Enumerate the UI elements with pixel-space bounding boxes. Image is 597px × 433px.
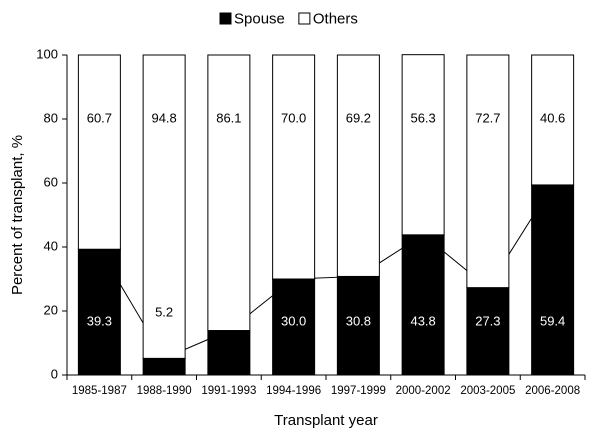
data-label: 40.6 bbox=[540, 110, 565, 125]
legend-label: Others bbox=[313, 10, 358, 27]
y-tick-label: 0 bbox=[51, 366, 58, 381]
y-tick-label: 100 bbox=[36, 46, 58, 61]
bar-segment bbox=[531, 54, 575, 186]
x-axis-title: Transplant year bbox=[274, 412, 378, 429]
bar-segment bbox=[207, 54, 251, 332]
bar-segment bbox=[77, 54, 121, 250]
y-tick-label: 60 bbox=[44, 174, 58, 189]
bar-segment bbox=[207, 330, 251, 376]
data-label: 59.4 bbox=[540, 313, 565, 328]
y-axis-title: Percent of transplant, % bbox=[9, 135, 26, 295]
y-tick-label: 40 bbox=[44, 238, 58, 253]
data-label: 60.7 bbox=[87, 110, 112, 125]
y-tick-label: 20 bbox=[44, 302, 58, 317]
bar-segment bbox=[272, 54, 316, 280]
x-tick-label: 1988-1990 bbox=[137, 385, 192, 397]
bar-segment bbox=[531, 184, 575, 376]
bar-segment bbox=[272, 278, 316, 376]
legend-label: Spouse bbox=[234, 10, 285, 27]
legend-swatch bbox=[298, 12, 311, 25]
bar-segment bbox=[77, 248, 121, 376]
data-label: 69.2 bbox=[346, 110, 371, 125]
x-tick-label: 2003-2005 bbox=[460, 385, 515, 397]
x-tick-label: 2000-2002 bbox=[396, 385, 451, 397]
data-label: 27.3 bbox=[475, 313, 500, 328]
bar-segment bbox=[142, 357, 186, 376]
data-label: 5.2 bbox=[155, 304, 173, 319]
bar-segment bbox=[401, 234, 445, 376]
data-label: 56.3 bbox=[410, 110, 435, 125]
data-label: 39.3 bbox=[87, 313, 112, 328]
x-tick-label: 1997-1999 bbox=[331, 385, 386, 397]
data-label: 30.8 bbox=[346, 313, 371, 328]
x-tick-label: 1994-1996 bbox=[266, 385, 321, 397]
y-tick-label: 80 bbox=[44, 110, 58, 125]
legend-swatch bbox=[219, 12, 232, 25]
x-tick-label: 2006-2008 bbox=[525, 385, 580, 397]
data-label: 30.0 bbox=[281, 313, 306, 328]
x-tick-label: 1985-1987 bbox=[72, 385, 127, 397]
bar-segment bbox=[336, 54, 380, 277]
data-label: 86.1 bbox=[216, 110, 241, 125]
x-tick-label: 1991-1993 bbox=[201, 385, 256, 397]
bar-segment bbox=[142, 54, 186, 359]
data-label: 70.0 bbox=[281, 110, 306, 125]
data-label: 43.8 bbox=[410, 313, 435, 328]
bar-segment bbox=[466, 287, 510, 376]
bar-segment bbox=[466, 54, 510, 289]
data-label: 72.7 bbox=[475, 110, 500, 125]
data-label: 13.9 bbox=[216, 313, 241, 328]
bar-segment bbox=[336, 275, 380, 376]
data-label: 94.8 bbox=[151, 110, 176, 125]
bar-segment bbox=[401, 54, 445, 236]
